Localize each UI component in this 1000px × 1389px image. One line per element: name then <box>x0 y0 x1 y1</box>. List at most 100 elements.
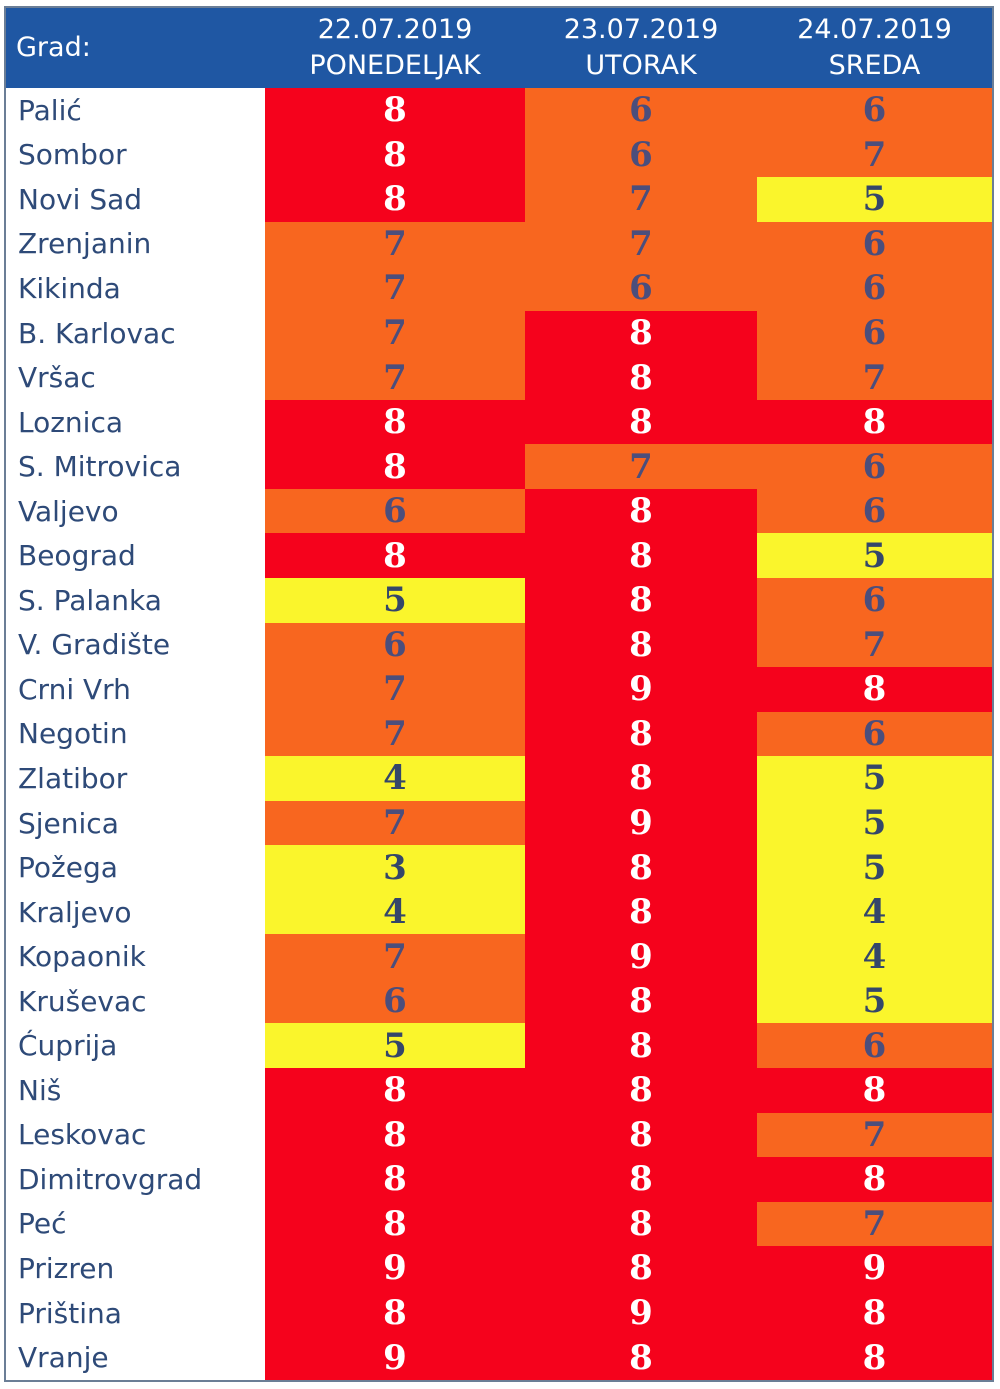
uv-value-cell: 7 <box>265 355 525 400</box>
uv-value-cell: 8 <box>525 1112 757 1158</box>
table-row: Sombor 8 6 7 <box>5 132 993 178</box>
uv-value-cell: 8 <box>265 132 525 178</box>
table-row: Sjenica 7 9 5 <box>5 800 993 846</box>
uv-value-cell: 6 <box>757 310 993 356</box>
table-row: Kikinda 7 6 6 <box>5 266 993 311</box>
uv-value-cell: 8 <box>525 889 757 935</box>
uv-value-cell: 7 <box>265 667 525 712</box>
city-name: S. Palanka <box>5 578 265 623</box>
uv-value-cell: 8 <box>265 177 525 222</box>
city-name: Negotin <box>5 711 265 757</box>
uv-value-cell: 8 <box>265 88 525 133</box>
city-name: Vranje <box>5 1335 265 1381</box>
uv-value-cell: 8 <box>525 1201 757 1247</box>
uv-value-cell: 4 <box>265 756 525 801</box>
city-name: B. Karlovac <box>5 310 265 356</box>
table-row: Vranje 9 8 8 <box>5 1335 993 1381</box>
uv-value-cell: 4 <box>265 889 525 935</box>
table-row: Prizren 9 8 9 <box>5 1246 993 1291</box>
city-column-header: Grad: <box>5 7 265 88</box>
city-name: Kruševac <box>5 978 265 1024</box>
table-row: Kraljevo 4 8 4 <box>5 889 993 935</box>
uv-value-cell: 5 <box>757 533 993 579</box>
uv-value-cell: 8 <box>525 1023 757 1069</box>
city-name: Sjenica <box>5 800 265 846</box>
uv-value-cell: 5 <box>757 177 993 222</box>
city-name: Priština <box>5 1290 265 1336</box>
table-row: Zlatibor 4 8 5 <box>5 756 993 801</box>
uv-value-cell: 9 <box>265 1246 525 1291</box>
day-column-header: 22.07.2019 PONEDELJAK <box>265 7 525 88</box>
city-name: Ćuprija <box>5 1023 265 1069</box>
city-name: Prizren <box>5 1246 265 1291</box>
table-row: Požega 3 8 5 <box>5 845 993 890</box>
uv-value-cell: 9 <box>525 800 757 846</box>
uv-value-cell: 9 <box>265 1335 525 1381</box>
city-name: Loznica <box>5 399 265 445</box>
uv-value-cell: 6 <box>525 132 757 178</box>
uv-value-cell: 8 <box>525 756 757 801</box>
table-row: Priština 8 9 8 <box>5 1290 993 1336</box>
header-date: 22.07.2019 <box>317 14 473 45</box>
uv-value-cell: 6 <box>757 444 993 489</box>
uv-value-cell: 8 <box>525 578 757 623</box>
uv-value-cell: 8 <box>265 399 525 445</box>
city-name: Leskovac <box>5 1112 265 1158</box>
uv-value-cell: 8 <box>525 845 757 890</box>
uv-value-cell: 6 <box>757 578 993 623</box>
uv-value-cell: 8 <box>265 1068 525 1113</box>
table-row: Kruševac 6 8 5 <box>5 978 993 1024</box>
uv-value-cell: 9 <box>757 1246 993 1291</box>
uv-value-cell: 6 <box>265 488 525 534</box>
uv-value-cell: 9 <box>525 667 757 712</box>
city-name: S. Mitrovica <box>5 444 265 489</box>
uv-value-cell: 9 <box>525 934 757 979</box>
uv-value-cell: 5 <box>265 578 525 623</box>
uv-value-cell: 6 <box>265 978 525 1024</box>
uv-value-cell: 8 <box>525 355 757 400</box>
city-name: Dimitrovgrad <box>5 1157 265 1202</box>
uv-value-cell: 5 <box>757 800 993 846</box>
table-row: Crni Vrh 7 9 8 <box>5 667 993 712</box>
uv-value-cell: 6 <box>757 88 993 133</box>
uv-value-cell: 8 <box>525 310 757 356</box>
uv-value-cell: 7 <box>265 266 525 311</box>
uv-value-cell: 7 <box>757 1201 993 1247</box>
uv-value-cell: 7 <box>265 711 525 757</box>
uv-value-cell: 8 <box>525 1157 757 1202</box>
uv-index-table: Grad: 22.07.2019 PONEDELJAK 23.07.2019 UTO… <box>4 6 994 1382</box>
city-name: Kikinda <box>5 266 265 311</box>
table-row: Valjevo 6 8 6 <box>5 488 993 534</box>
uv-value-cell: 4 <box>757 889 993 935</box>
city-name: Peć <box>5 1201 265 1247</box>
uv-value-cell: 8 <box>525 1335 757 1381</box>
uv-value-cell: 8 <box>525 533 757 579</box>
day-column-header: 23.07.2019 UTORAK <box>525 7 757 88</box>
uv-value-cell: 8 <box>525 488 757 534</box>
table-row: S. Palanka 5 8 6 <box>5 578 993 623</box>
uv-value-cell: 8 <box>265 533 525 579</box>
uv-value-cell: 7 <box>757 622 993 668</box>
uv-value-cell: 8 <box>525 1068 757 1113</box>
uv-value-cell: 8 <box>265 1157 525 1202</box>
uv-value-cell: 8 <box>265 444 525 489</box>
uv-value-cell: 8 <box>757 399 993 445</box>
table-row: Ćuprija 5 8 6 <box>5 1023 993 1069</box>
table-row: Negotin 7 8 6 <box>5 711 993 757</box>
header-date: 24.07.2019 <box>797 14 952 45</box>
uv-value-cell: 3 <box>265 845 525 890</box>
uv-value-cell: 7 <box>757 355 993 400</box>
table-row: Beograd 8 8 5 <box>5 533 993 579</box>
uv-value-cell: 8 <box>757 667 993 712</box>
uv-value-cell: 7 <box>265 800 525 846</box>
table-row: Leskovac 8 8 7 <box>5 1112 993 1158</box>
table-row: Peć 8 8 7 <box>5 1201 993 1247</box>
uv-value-cell: 5 <box>757 756 993 801</box>
uv-value-cell: 7 <box>265 221 525 267</box>
city-name: Zrenjanin <box>5 221 265 267</box>
uv-value-cell: 5 <box>265 1023 525 1069</box>
city-name: Niš <box>5 1068 265 1113</box>
uv-value-cell: 6 <box>757 1023 993 1069</box>
city-name: Vršac <box>5 355 265 400</box>
table-row: Palić 8 6 6 <box>5 88 993 133</box>
